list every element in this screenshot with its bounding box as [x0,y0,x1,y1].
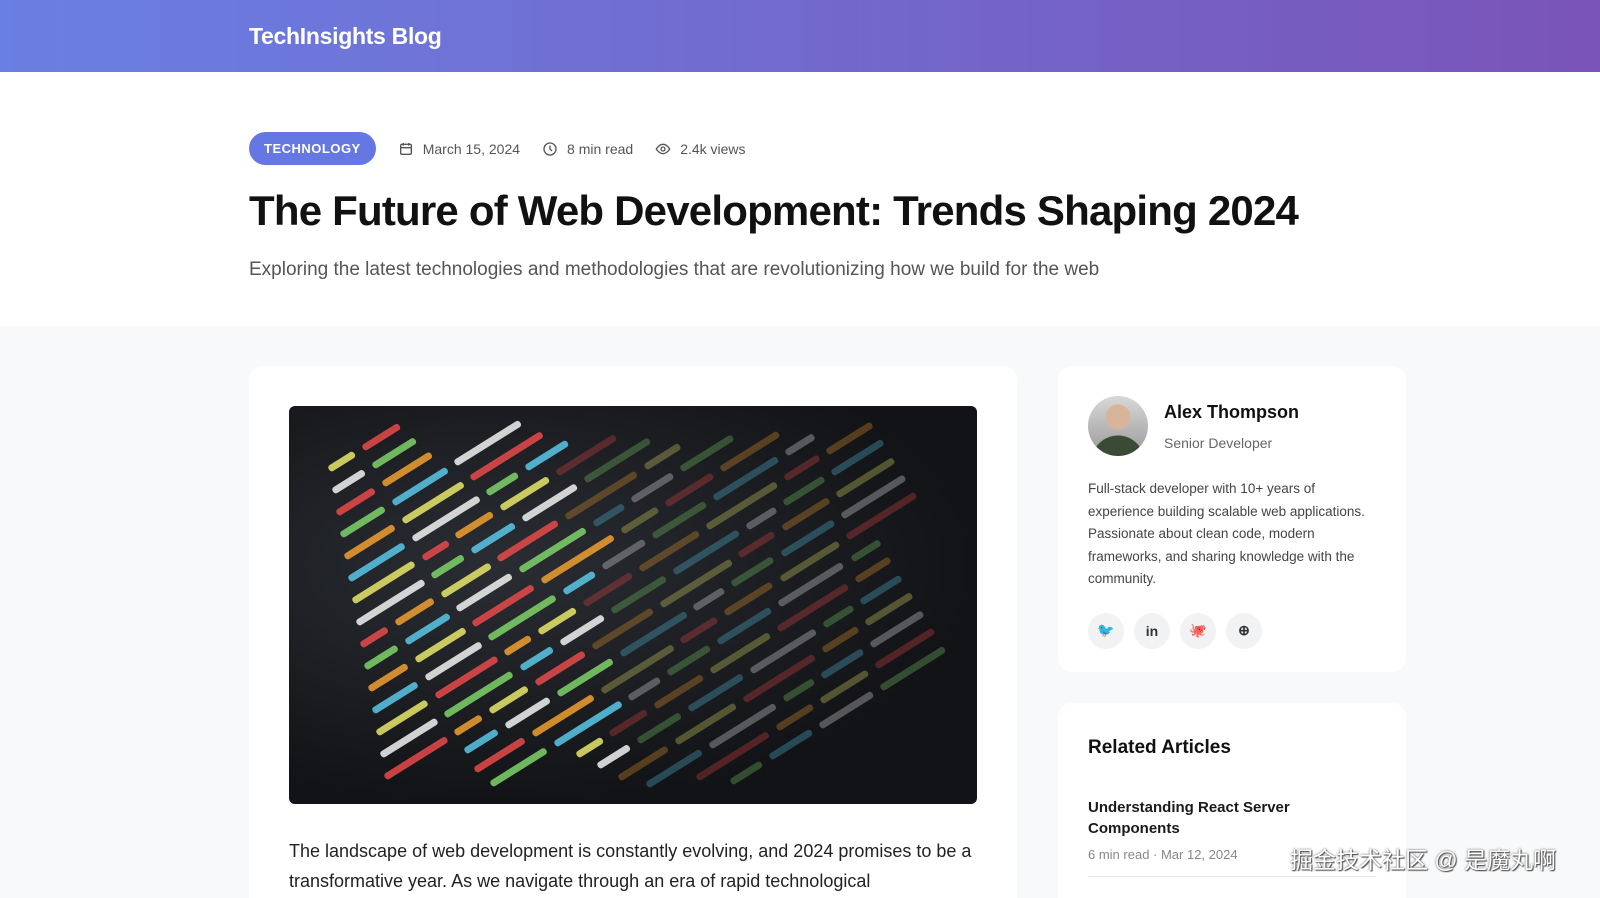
twitter-icon[interactable]: 🐦 [1088,612,1124,649]
eye-icon [655,143,671,154]
code-token [469,431,545,482]
code-token [463,728,500,755]
code-token [643,443,682,471]
code-token [487,594,558,642]
code-token [820,626,860,654]
code-token [574,736,604,759]
code-token [327,450,357,473]
code-token [692,587,726,612]
related-heading: Related Articles [1088,737,1231,758]
article-content: The landscape of web development is cons… [249,366,1017,898]
article-meta: TECHNOLOGY March 15, 2024 8 min read 2.4… [249,132,1600,165]
code-token [485,471,520,497]
code-token [671,529,740,576]
code-token [679,616,719,645]
code-token [393,597,435,627]
code-token [410,495,481,543]
code-token [430,553,466,580]
code-token [705,480,779,531]
linkedin-icon[interactable]: in [1134,612,1170,649]
code-token [355,578,426,627]
code-token [878,645,947,692]
code-token [822,604,855,629]
author-name[interactable]: Alex Thompson [1164,401,1300,422]
related-meta: 6 min read · Mar 12, 2024 [1088,847,1238,862]
code-token [777,561,845,608]
author-avatar [1088,396,1148,456]
read-time: 8 min read [567,140,634,157]
author-card: Alex Thompson Senior Developer Full-stac… [1058,366,1406,672]
code-token [618,611,688,658]
code-token [742,653,817,704]
related-articles: Related Articles Understanding React Ser… [1058,703,1406,898]
code-token [749,628,818,675]
code-token [599,643,675,695]
author-role: Senior Developer [1164,434,1273,451]
code-token [564,470,639,521]
code-token [781,678,816,703]
code-token [552,700,623,748]
code-token [707,702,777,749]
code-token [453,714,484,737]
calendar-icon [399,142,412,155]
code-token [331,468,367,495]
related-title[interactable]: Understanding React Server Components [1088,799,1290,837]
code-token [849,538,882,563]
code-token [359,626,390,649]
article-header: TECHNOLOGY March 15, 2024 8 min read 2.4… [0,72,1600,326]
code-token [728,760,763,786]
code-token [784,432,816,457]
code-token [776,583,850,633]
featured-image [289,406,977,804]
code-token [844,492,918,541]
code-token [658,558,733,609]
code-token [537,606,578,636]
code-token [453,420,523,467]
code-token [503,634,533,657]
code-token [443,670,515,719]
code-token [694,731,770,782]
globe-icon[interactable]: ⊕ [1226,612,1262,649]
clock-icon [543,141,557,156]
github-icon[interactable]: 🐙 [1180,612,1216,649]
code-token [774,703,815,732]
code-token [592,502,626,528]
brand-logo[interactable]: TechInsights Blog [249,22,442,49]
code-token [737,531,777,559]
code-token [596,744,632,770]
code-token [627,676,662,702]
divider [1088,876,1376,877]
code-token [619,506,660,535]
code-token [420,539,450,561]
code-token [583,437,652,484]
code-token [744,506,778,531]
author-bio: Full-stack developer with 10+ years of e… [1088,481,1365,586]
code-token [561,570,597,596]
related-article[interactable]: Understanding React Server Components 6 … [1088,797,1376,862]
article-body: The landscape of web development is cons… [289,841,972,891]
code-token [854,556,893,584]
code-token [363,644,400,671]
code-token [712,455,780,502]
social-links: 🐦 in 🐙 ⊕ [1088,612,1376,649]
view-count: 2.4k views [680,140,746,157]
code-token [518,526,588,574]
article-title: The Future of Web Development: Trends Sh… [249,187,1299,234]
code-token [767,728,813,761]
watermark: 掘金技术社区 @ 是魔丸啊 [1290,847,1557,873]
top-bar: TechInsights Blog [0,0,1600,72]
article-subtitle: Exploring the latest technologies and me… [249,259,1100,280]
category-badge[interactable]: TECHNOLOGY [249,132,376,165]
code-token [839,474,907,520]
code-token [783,454,821,482]
code-token [519,645,555,672]
code-token [540,533,616,585]
publish-date: March 15, 2024 [422,140,521,157]
